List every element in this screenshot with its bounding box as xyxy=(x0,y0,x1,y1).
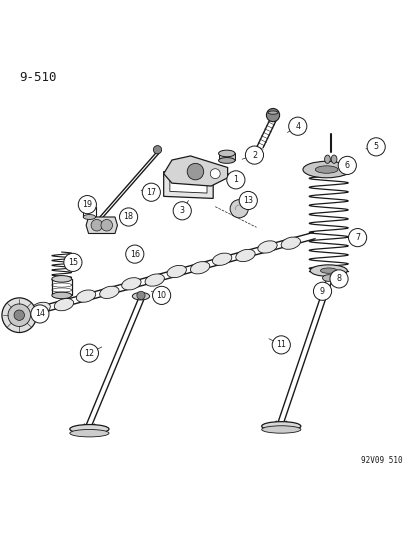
Circle shape xyxy=(348,229,366,247)
Circle shape xyxy=(31,305,49,323)
Ellipse shape xyxy=(52,276,71,282)
Text: 6: 6 xyxy=(344,161,349,170)
Text: 15: 15 xyxy=(68,258,78,267)
Ellipse shape xyxy=(218,150,235,157)
Text: 8: 8 xyxy=(336,274,341,284)
Text: 1: 1 xyxy=(233,175,238,184)
Text: 12: 12 xyxy=(84,349,94,358)
Circle shape xyxy=(210,169,220,179)
Circle shape xyxy=(271,336,290,354)
Ellipse shape xyxy=(100,286,119,298)
Circle shape xyxy=(142,183,160,201)
Ellipse shape xyxy=(322,274,334,281)
Circle shape xyxy=(91,220,102,231)
Ellipse shape xyxy=(315,166,337,173)
Ellipse shape xyxy=(218,158,235,163)
Ellipse shape xyxy=(83,214,95,220)
Circle shape xyxy=(2,298,36,333)
Ellipse shape xyxy=(309,265,347,277)
Circle shape xyxy=(152,286,170,304)
Ellipse shape xyxy=(54,298,74,311)
Text: 16: 16 xyxy=(130,249,140,259)
Ellipse shape xyxy=(302,161,349,178)
Text: 92V09 510: 92V09 510 xyxy=(361,456,402,465)
Text: 5: 5 xyxy=(373,142,378,151)
Text: 19: 19 xyxy=(82,200,92,209)
Ellipse shape xyxy=(261,422,300,431)
Polygon shape xyxy=(163,172,213,198)
Circle shape xyxy=(153,146,161,154)
Ellipse shape xyxy=(324,155,330,163)
Polygon shape xyxy=(218,154,235,160)
Ellipse shape xyxy=(70,430,109,437)
Circle shape xyxy=(14,310,24,320)
Circle shape xyxy=(137,291,145,300)
Polygon shape xyxy=(169,176,206,193)
Circle shape xyxy=(119,208,138,226)
Ellipse shape xyxy=(121,278,141,290)
Circle shape xyxy=(78,196,96,214)
Circle shape xyxy=(337,156,356,174)
Ellipse shape xyxy=(261,426,300,433)
Circle shape xyxy=(80,344,98,362)
Ellipse shape xyxy=(330,155,336,163)
Circle shape xyxy=(173,201,191,220)
Ellipse shape xyxy=(52,292,71,298)
Ellipse shape xyxy=(167,265,186,278)
Ellipse shape xyxy=(320,268,336,273)
Circle shape xyxy=(245,146,263,164)
Circle shape xyxy=(64,253,82,271)
Circle shape xyxy=(101,220,112,231)
Ellipse shape xyxy=(83,204,95,209)
Text: 10: 10 xyxy=(156,291,166,300)
Text: 3: 3 xyxy=(179,206,184,215)
Ellipse shape xyxy=(31,302,50,314)
Text: 4: 4 xyxy=(294,122,299,131)
Circle shape xyxy=(266,109,279,122)
Circle shape xyxy=(8,304,31,326)
Circle shape xyxy=(187,163,203,180)
Circle shape xyxy=(329,270,347,288)
Ellipse shape xyxy=(268,111,277,114)
Circle shape xyxy=(288,117,306,135)
Ellipse shape xyxy=(257,241,277,253)
Ellipse shape xyxy=(145,274,164,286)
Circle shape xyxy=(313,282,331,300)
Circle shape xyxy=(366,138,385,156)
Circle shape xyxy=(239,191,257,209)
Ellipse shape xyxy=(70,424,109,434)
Polygon shape xyxy=(86,217,117,233)
Text: 9: 9 xyxy=(319,287,324,296)
Text: 17: 17 xyxy=(146,188,156,197)
Text: 9-510: 9-510 xyxy=(19,71,57,84)
Text: 7: 7 xyxy=(354,233,359,242)
Ellipse shape xyxy=(190,262,209,274)
Ellipse shape xyxy=(132,293,149,300)
Ellipse shape xyxy=(76,290,95,302)
Circle shape xyxy=(126,245,144,263)
Ellipse shape xyxy=(235,249,254,262)
Ellipse shape xyxy=(280,237,300,249)
Circle shape xyxy=(230,200,248,218)
Circle shape xyxy=(226,171,244,189)
Text: 18: 18 xyxy=(123,213,133,222)
Ellipse shape xyxy=(212,253,231,265)
Polygon shape xyxy=(163,156,227,186)
Text: 13: 13 xyxy=(243,196,253,205)
Text: 14: 14 xyxy=(35,310,45,318)
Text: 2: 2 xyxy=(251,151,256,159)
Text: 11: 11 xyxy=(275,341,285,350)
